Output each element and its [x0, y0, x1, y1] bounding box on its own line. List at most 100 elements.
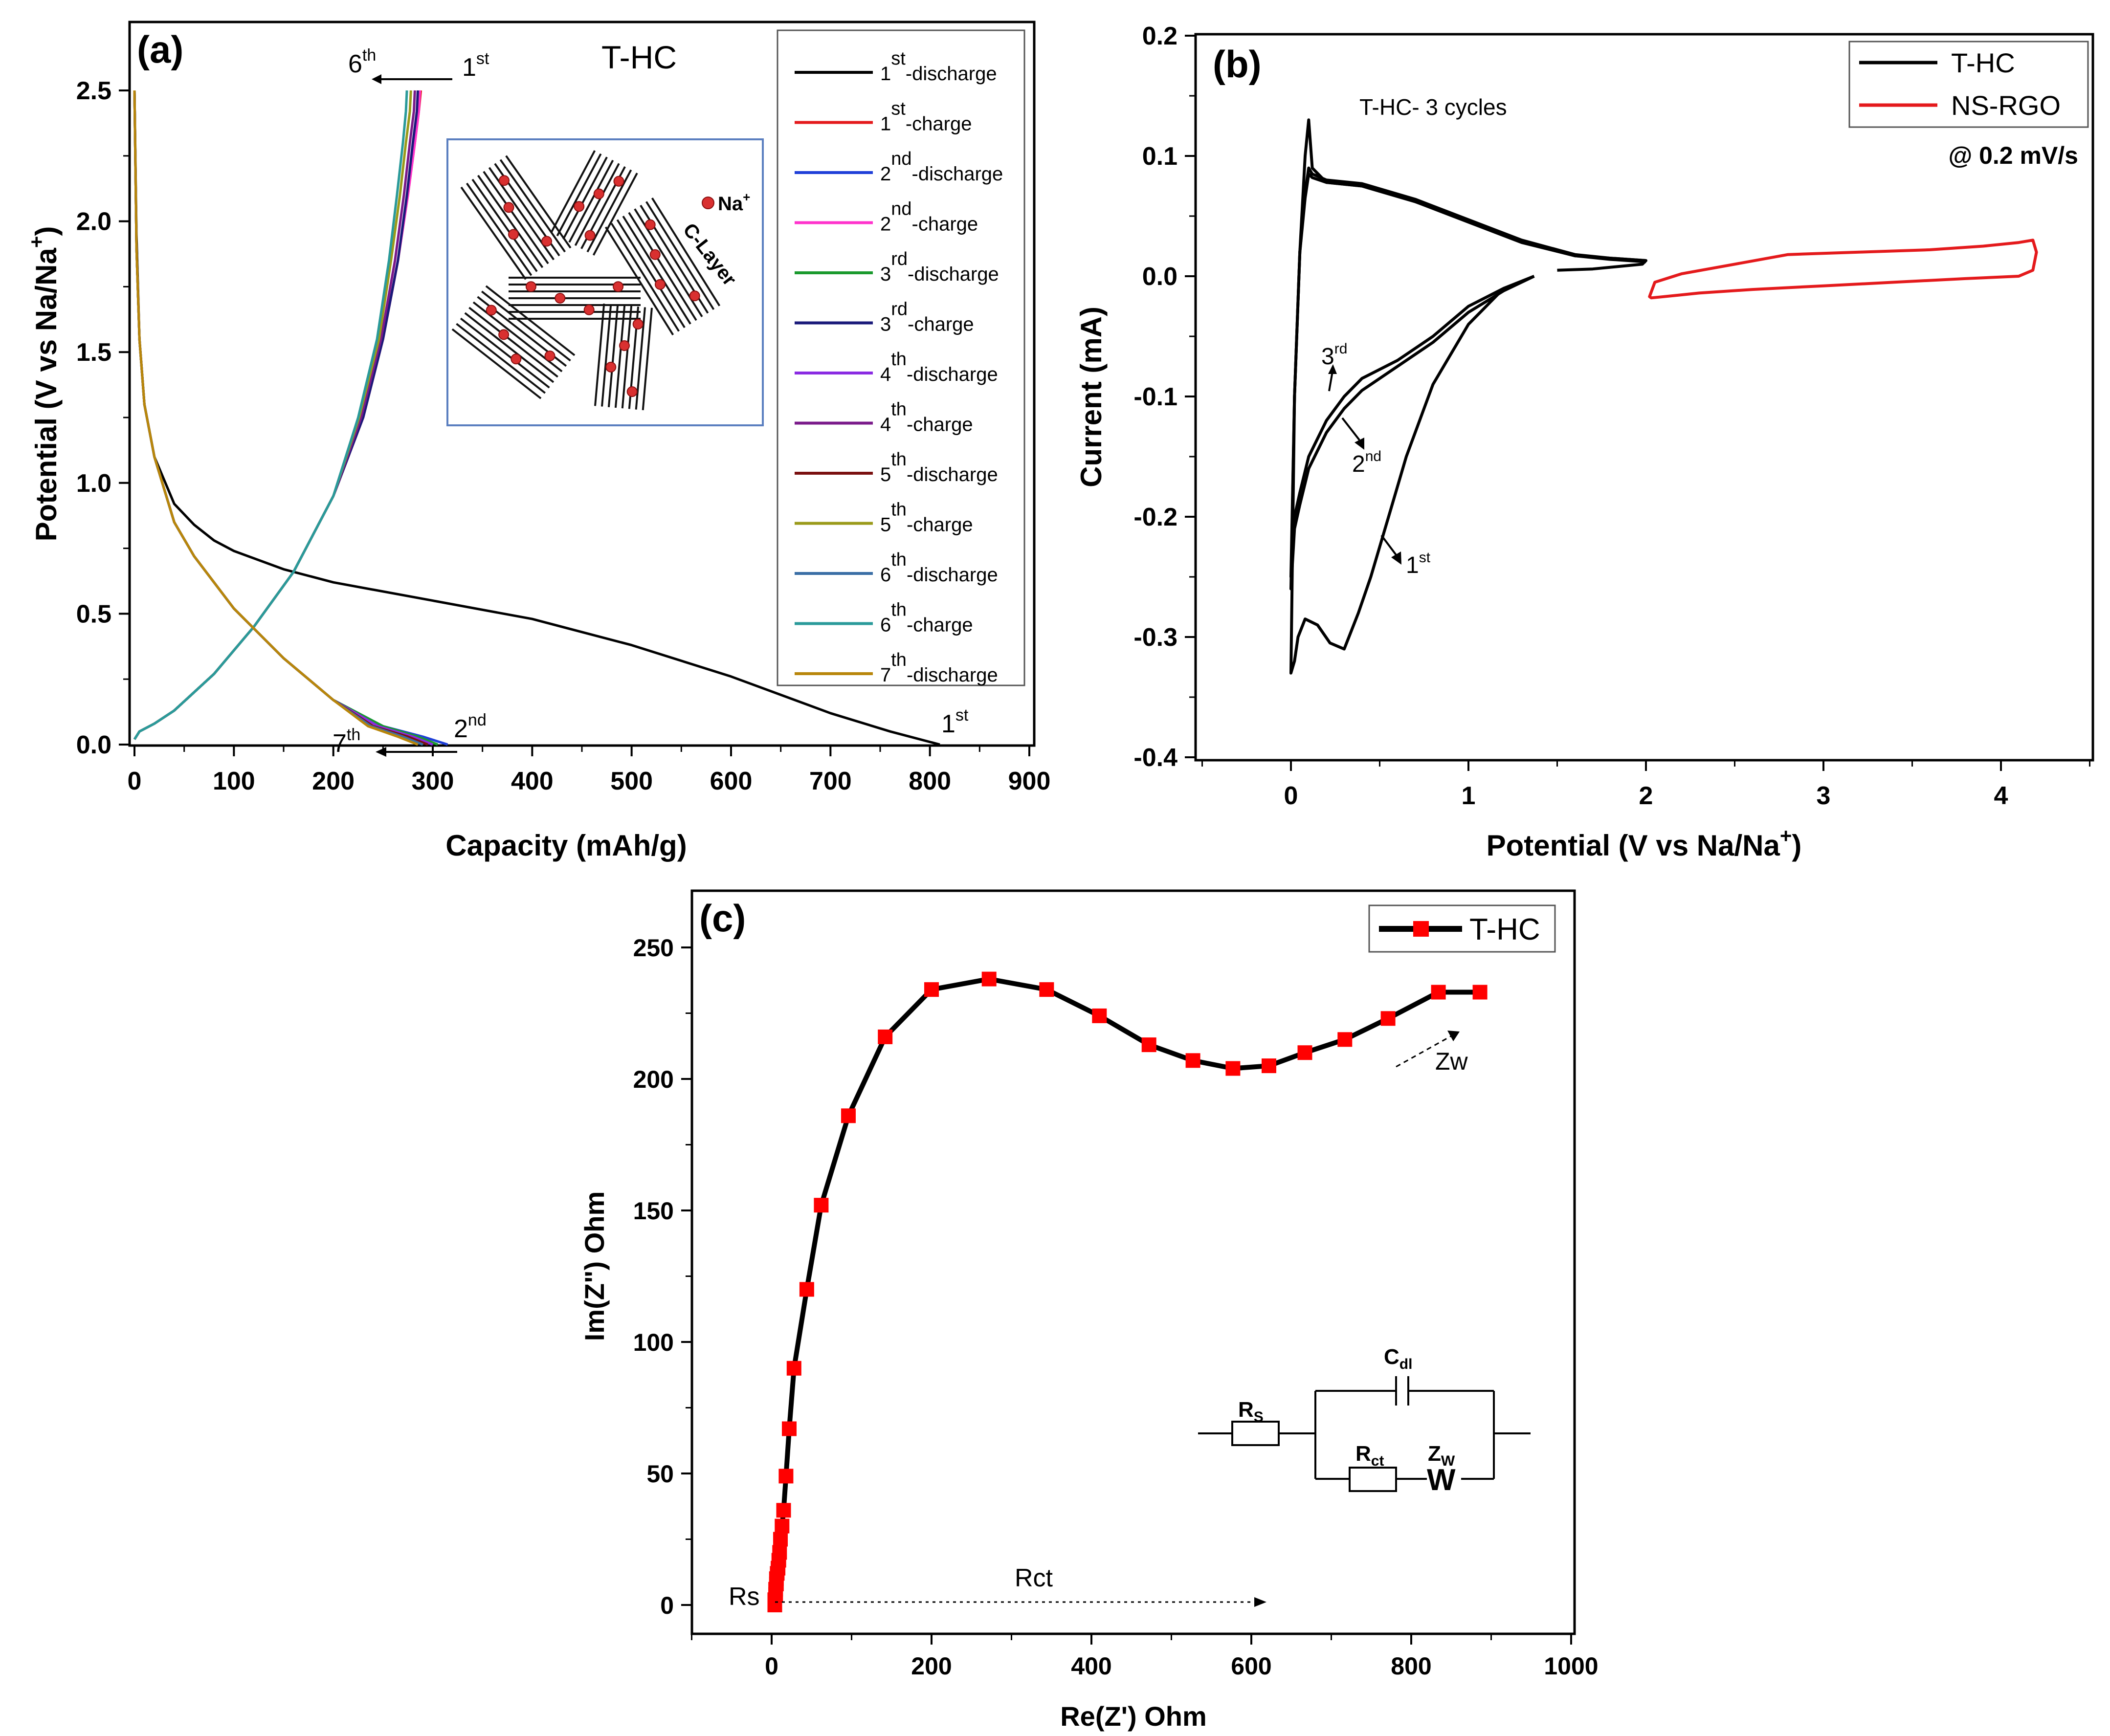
data-point-marker [799, 1282, 814, 1297]
inset-carbon-layer-line [616, 219, 686, 329]
inset-sodium-ion [644, 219, 656, 230]
circuit-rct-resistor [1349, 1467, 1397, 1492]
circuit-warburg-symbol: W [1427, 1463, 1456, 1497]
inset-sodium-ion [619, 340, 630, 351]
circuit-label-cdl: Cdl [1384, 1345, 1412, 1372]
panel-a-capacity-chart: (a) T-HC 0 100 200 300 400 500 600 700 800 900 0.0… [25, 21, 1051, 862]
legend-label-1st-discharge: 1st-discharge [880, 48, 997, 85]
panel-c-ticks: 0 200 400 600 800 1000 0 50 100 150 200 250 [633, 934, 1599, 1680]
panel-c-annotations: Rs Rct Zw [729, 1031, 1468, 1611]
inset-carbon-layer-line [483, 171, 549, 264]
panel-a-x-tick-label: 800 [909, 767, 951, 795]
inset-sodium-ion [593, 188, 604, 199]
series-line-5th-discharge [133, 90, 428, 746]
inset-carbon-layer-line [556, 153, 602, 237]
panel-a-y-tick-label: 0.5 [76, 600, 111, 628]
inset-sodium-ion [541, 236, 552, 247]
inset-carbon-layer-line [464, 312, 555, 383]
data-point-marker [786, 1361, 801, 1376]
annotation-second-bottom: 2nd [454, 711, 487, 743]
arrow-bottom-head [376, 747, 386, 757]
legend-label-7th-discharge: 7th-discharge [880, 650, 998, 686]
legend-label-6th-charge: 6th-charge [880, 600, 973, 636]
panel-b-y-tick-label: -0.2 [1133, 503, 1177, 531]
data-point-marker [1141, 1037, 1156, 1053]
inset-sodium-ion [503, 202, 514, 213]
panel-b-x-tick-label: 1 [1462, 782, 1476, 810]
panel-b-y-tick-label: -0.1 [1133, 383, 1177, 411]
panel-b-y-tick-label: 0.1 [1142, 142, 1177, 171]
inset-carbon-layer-line [460, 186, 527, 280]
legend-label-5th-discharge: 5th-discharge [880, 449, 998, 485]
panel-a-y-tick-label: 2.0 [76, 208, 111, 236]
inset-carbon-layer-line [645, 201, 715, 310]
inset-carbon-layer-line [485, 285, 576, 356]
inset-sodium-ion [689, 290, 700, 302]
inset-sodium-ion [655, 279, 666, 290]
series-line-T-HC [772, 976, 1480, 1605]
circuit-rs-resistor [1231, 1421, 1280, 1446]
inset-sodium-ions [486, 175, 700, 397]
panel-b-series [1289, 118, 2038, 675]
data-point-marker [1297, 1045, 1312, 1060]
panel-b-subtitle: T-HC- 3 cycles [1359, 94, 1507, 120]
panel-a-x-tick-label: 300 [412, 767, 454, 795]
annotation-rs: Rs [729, 1582, 760, 1611]
annotation-first-bottom: 1st [941, 706, 969, 738]
panel-c-label: (c) [699, 897, 746, 940]
series-line-3rd-discharge [133, 90, 439, 746]
panel-c-x-tick-label: 600 [1231, 1652, 1271, 1680]
panel-b-y-tick-label: 0.2 [1142, 22, 1177, 50]
data-point-marker [1262, 1058, 1276, 1074]
inset-sodium-ion [486, 305, 497, 316]
panel-c-x-axis-label: Re(Z') Ohm [1060, 1701, 1207, 1732]
panel-a-y-tick-label: 1.0 [76, 469, 111, 498]
inset-sodium-ion [499, 175, 510, 186]
arrow-first-head [1391, 551, 1401, 565]
panel-b-y-tick-label: 0.0 [1142, 263, 1177, 291]
series-line-4th-discharge [133, 90, 433, 746]
inset-sodium-ion [613, 281, 624, 292]
series-line-1st-charge [133, 90, 422, 740]
data-point-marker [1185, 1053, 1200, 1068]
data-point-marker [772, 1545, 787, 1560]
data-point-marker [778, 1469, 794, 1484]
panel-c-y-tick-label: 50 [646, 1460, 674, 1488]
panel-c-y-tick-label: 0 [660, 1592, 674, 1619]
legend-label-ns-rgo: NS-RGO [1951, 90, 2061, 121]
panel-b-annotations: 3rd 2nd 1st [1321, 341, 1431, 578]
panel-a-annotations: 1st 6th 1st 2nd 7th [333, 46, 969, 758]
data-point-marker [782, 1421, 797, 1436]
panel-a-ticks: 0 100 200 300 400 500 600 700 800 900 0.0 0.5 1.0 1.5… [76, 77, 1051, 795]
panel-c-y-tick-label: 100 [633, 1329, 674, 1356]
inset-sodium-ion [605, 361, 617, 373]
series-line-6th-charge [133, 90, 408, 740]
inset-sodium-ion [508, 229, 519, 240]
panel-b-x-tick-label: 0 [1284, 782, 1298, 810]
inset-carbon-layer-line [621, 306, 633, 409]
data-point-marker [1337, 1032, 1353, 1047]
panel-b-x-tick-label: 3 [1817, 782, 1831, 810]
data-point-marker [773, 1532, 788, 1547]
panel-b-x-tick-label: 2 [1639, 782, 1653, 810]
panel-a-inset: Na+ C-Layer [446, 138, 764, 426]
data-point-marker [878, 1029, 893, 1044]
panel-c-y-tick-label: 250 [633, 934, 674, 962]
inset-carbon-layer-line [610, 222, 680, 332]
panel-a-y-axis-label: Potential (V vs Na/Na+) [25, 226, 63, 542]
inset-sodium-ion [584, 230, 596, 241]
data-point-marker [1472, 985, 1488, 1000]
panel-a-x-tick-label: 0 [128, 767, 142, 795]
data-point-marker [1431, 985, 1446, 1000]
inset-carbon-layer-line [601, 304, 612, 407]
panel-c-y-axis-label: Im(Z") Ohm [579, 1191, 610, 1341]
arrow-first [1380, 534, 1397, 556]
panel-c-y-tick-label: 200 [633, 1066, 674, 1093]
panel-a-y-tick-label: 2.5 [76, 77, 111, 105]
panel-b-y-tick-label: -0.3 [1133, 623, 1177, 652]
series-line-4th-charge [133, 90, 416, 740]
series-line-3rd-charge [133, 90, 419, 740]
inset-carbon-layer-line [468, 307, 558, 378]
arrow-third-head [1328, 364, 1337, 374]
